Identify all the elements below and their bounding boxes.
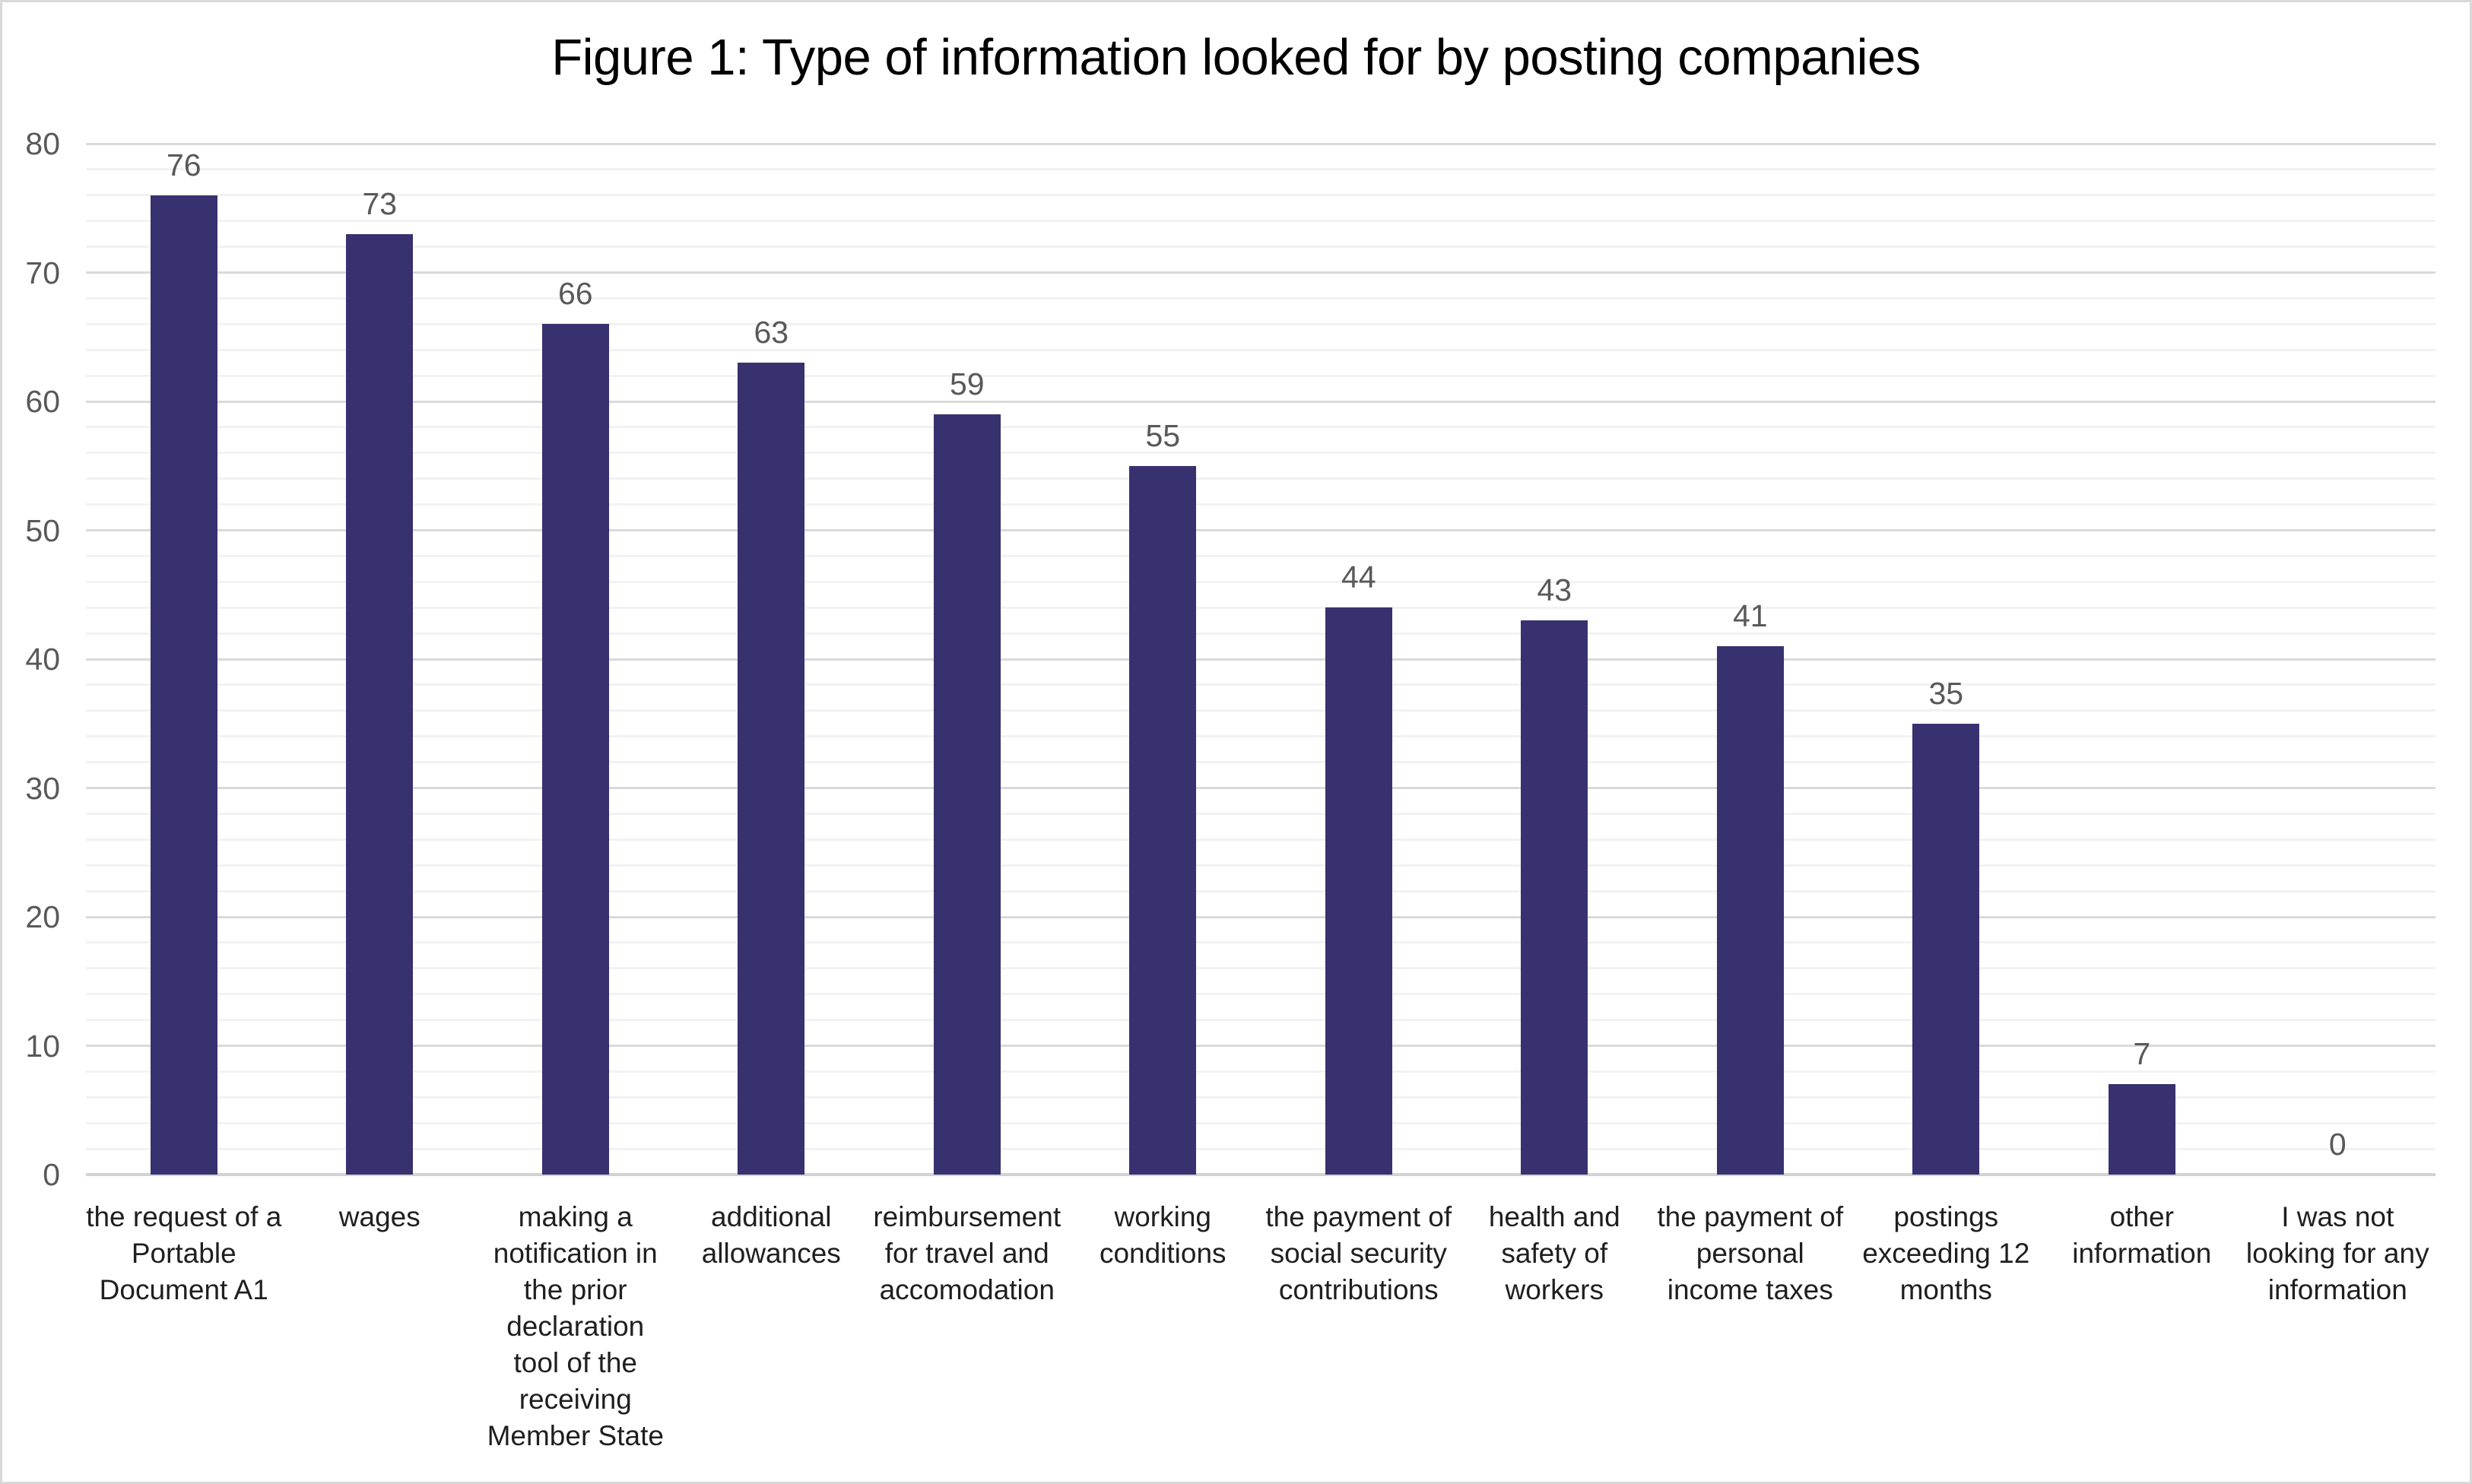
x-axis-category-label: reimbursement for travel and accomodatio…	[873, 1201, 1061, 1305]
bar	[346, 233, 414, 1175]
major-gridline	[86, 271, 2436, 274]
x-axis-category-label: wages	[338, 1201, 420, 1232]
x-axis-category-label: making a notification in the prior decla…	[487, 1201, 664, 1451]
major-gridline	[86, 658, 2436, 661]
x-axis-category-label: working conditions	[1099, 1201, 1226, 1269]
x-axis-category-label: other information	[2072, 1201, 2212, 1269]
bar	[1129, 465, 1197, 1175]
bar-value-label: 55	[1145, 417, 1181, 453]
minor-gridline	[86, 348, 2436, 351]
minor-gridline	[86, 1121, 2436, 1124]
bar	[2108, 1084, 2175, 1175]
bar	[1325, 607, 1392, 1175]
x-axis-category-label: the request of a Portable Document A1	[86, 1201, 282, 1305]
y-axis-tick-label: 30	[25, 770, 60, 806]
bar-value-label: 66	[557, 276, 593, 312]
minor-gridline	[86, 194, 2436, 197]
minor-gridline	[86, 683, 2436, 687]
major-gridline	[86, 529, 2436, 531]
bar	[150, 195, 217, 1175]
minor-gridline	[86, 477, 2436, 480]
y-axis-tick-label: 0	[43, 1157, 60, 1192]
bar-value-label: 0	[2328, 1127, 2347, 1162]
y-axis-tick-label: 80	[25, 126, 60, 161]
bar-value-label: 76	[166, 147, 202, 182]
x-axis-category-label: I was not looking for any information	[2245, 1201, 2429, 1305]
minor-gridline	[86, 554, 2436, 557]
major-gridline	[86, 142, 2436, 145]
minor-gridline	[86, 735, 2436, 738]
minor-gridline	[86, 941, 2436, 944]
major-gridline	[86, 1045, 2436, 1047]
minor-gridline	[86, 812, 2436, 815]
y-axis-tick-label: 10	[25, 1028, 60, 1064]
bar-value-label: 7	[2133, 1036, 2151, 1072]
minor-gridline	[86, 993, 2436, 996]
minor-gridline	[86, 168, 2436, 171]
minor-gridline	[86, 1147, 2436, 1150]
bar	[1912, 723, 1980, 1175]
bar-value-label: 43	[1537, 572, 1572, 608]
minor-gridline	[86, 580, 2436, 583]
y-axis-tick-label: 40	[25, 642, 60, 677]
minor-gridline	[86, 967, 2436, 970]
bar-value-label: 35	[1928, 675, 1964, 711]
minor-gridline	[86, 632, 2436, 635]
bar-value-label: 41	[1732, 598, 1768, 634]
minor-gridline	[86, 1019, 2436, 1022]
minor-gridline	[86, 374, 2436, 377]
minor-gridline	[86, 1096, 2436, 1099]
minor-gridline	[86, 503, 2436, 506]
minor-gridline	[86, 709, 2436, 712]
y-axis-tick-label: 70	[25, 255, 60, 290]
bar-value-label: 59	[949, 366, 985, 401]
minor-gridline	[86, 220, 2436, 223]
minor-gridline	[86, 838, 2436, 841]
bar	[738, 363, 805, 1175]
minor-gridline	[86, 864, 2436, 867]
chart-title: Figure 1: Type of information looked for…	[551, 29, 1921, 86]
bar	[1716, 646, 1784, 1175]
minor-gridline	[86, 761, 2436, 764]
minor-gridline	[86, 889, 2436, 893]
bar-value-label: 44	[1341, 560, 1376, 595]
bar-value-label: 63	[754, 315, 789, 350]
minor-gridline	[86, 246, 2436, 249]
minor-gridline	[86, 322, 2436, 325]
major-gridline	[86, 915, 2436, 918]
x-axis-line	[86, 1173, 2436, 1176]
minor-gridline	[86, 1070, 2436, 1073]
minor-gridline	[86, 296, 2436, 300]
bar	[933, 414, 1001, 1175]
x-axis-category-label: health and safety of workers	[1488, 1201, 1620, 1305]
y-axis-tick-label: 20	[25, 899, 60, 934]
minor-gridline	[86, 606, 2436, 609]
x-axis-category-label: postings exceeding 12 months	[1862, 1201, 2030, 1305]
major-gridline	[86, 400, 2436, 403]
x-axis-category-label: the payment of social security contribut…	[1265, 1201, 1452, 1305]
major-gridline	[86, 787, 2436, 789]
y-axis-tick-label: 50	[25, 512, 60, 548]
bar-value-label: 73	[362, 186, 398, 221]
y-axis-tick-label: 60	[25, 384, 60, 419]
minor-gridline	[86, 452, 2436, 455]
bar	[1521, 620, 1588, 1175]
x-axis-category-label: additional allowances	[701, 1201, 841, 1269]
bar	[541, 324, 609, 1175]
x-axis-category-label: the payment of personal income taxes	[1657, 1201, 1844, 1305]
minor-gridline	[86, 426, 2436, 429]
